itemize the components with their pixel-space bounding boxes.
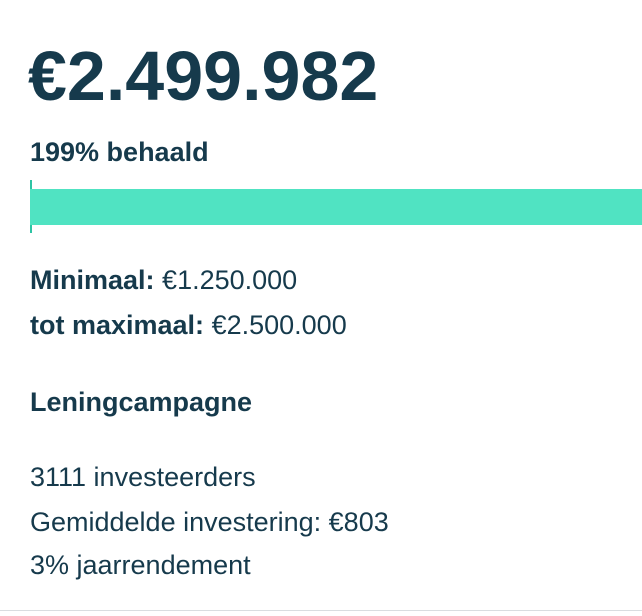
minimum-target: Minimaal: €1.250.000 xyxy=(30,264,297,296)
maximum-value: €2.500.000 xyxy=(211,310,347,340)
maximum-label: tot maximaal: xyxy=(30,310,205,340)
investor-count: 3111 investeerders xyxy=(30,462,256,492)
minimum-value: €1.250.000 xyxy=(162,265,298,295)
minimum-label: Minimaal: xyxy=(30,265,155,295)
maximum-target: tot maximaal: €2.500.000 xyxy=(30,309,347,341)
achieved-percentage: 199% behaald xyxy=(30,137,209,167)
bottom-divider xyxy=(0,610,642,611)
funding-progress-bar xyxy=(30,180,642,233)
campaign-type: Leningcampagne xyxy=(30,387,253,417)
progress-fill xyxy=(30,189,642,225)
raised-amount: €2.499.982 xyxy=(28,37,379,115)
annual-return: 3% jaarrendement xyxy=(30,550,251,580)
average-investment: Gemiddelde investering: €803 xyxy=(30,507,389,537)
